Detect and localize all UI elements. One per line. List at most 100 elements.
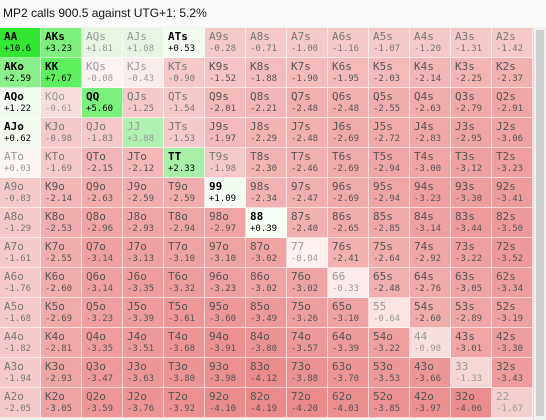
hand-cell[interactable]: A8s -0.71: [246, 28, 287, 58]
hand-cell[interactable]: A2o -2.05: [0, 388, 41, 418]
hand-cell[interactable]: QJo -1.83: [82, 118, 123, 148]
hand-cell[interactable]: 76o -3.02: [287, 268, 328, 298]
hand-cell[interactable]: K6s -1.95: [328, 58, 369, 88]
hand-cell[interactable]: K8s -1.88: [246, 58, 287, 88]
hand-cell[interactable]: K9s -1.52: [205, 58, 246, 88]
hand-cell[interactable]: J7o -3.13: [123, 238, 164, 268]
hand-cell[interactable]: T4s -3.00: [410, 148, 451, 178]
hand-cell[interactable]: 98s -2.34: [246, 178, 287, 208]
hand-cell[interactable]: 97o -3.10: [205, 238, 246, 268]
hand-cell[interactable]: JTo -2.12: [123, 148, 164, 178]
hand-cell[interactable]: 44 -0.98: [410, 328, 451, 358]
hand-cell[interactable]: K7o -2.55: [41, 238, 82, 268]
hand-cell[interactable]: KJs -0.43: [123, 58, 164, 88]
hand-cell[interactable]: 66 -0.33: [328, 268, 369, 298]
hand-cell[interactable]: 83o -4.12: [246, 358, 287, 388]
hand-cell[interactable]: QTs -1.54: [164, 88, 205, 118]
hand-cell[interactable]: T6s -2.69: [328, 148, 369, 178]
hand-cell[interactable]: 72s -3.52: [492, 238, 533, 268]
hand-cell[interactable]: 75s -2.64: [369, 238, 410, 268]
hand-cell[interactable]: T9o -2.59: [164, 178, 205, 208]
hand-cell[interactable]: J2s -3.06: [492, 118, 533, 148]
vertical-scrollbar[interactable]: [533, 28, 546, 420]
hand-cell[interactable]: A3o -1.94: [0, 358, 41, 388]
hand-cell[interactable]: Q2o -3.59: [82, 388, 123, 418]
hand-cell[interactable]: Q9s -2.01: [205, 88, 246, 118]
hand-cell[interactable]: J4s -2.83: [410, 118, 451, 148]
hand-cell[interactable]: 73o -3.88: [287, 358, 328, 388]
hand-cell[interactable]: K5s -2.03: [369, 58, 410, 88]
hand-cell[interactable]: T2s -3.23: [492, 148, 533, 178]
hand-cell[interactable]: 83s -3.44: [451, 208, 492, 238]
hand-cell[interactable]: 53s -2.89: [451, 298, 492, 328]
hand-cell[interactable]: Q3o -3.47: [82, 358, 123, 388]
hand-cell[interactable]: T7s -2.46: [287, 148, 328, 178]
hand-cell[interactable]: 75o -3.26: [287, 298, 328, 328]
hand-cell[interactable]: TT +2.33: [164, 148, 205, 178]
hand-cell[interactable]: J3o -3.63: [123, 358, 164, 388]
hand-cell[interactable]: 82s -3.50: [492, 208, 533, 238]
hand-cell[interactable]: K6o -2.60: [41, 268, 82, 298]
hand-cell[interactable]: K9o -2.14: [41, 178, 82, 208]
hand-cell[interactable]: A7s -1.00: [287, 28, 328, 58]
hand-cell[interactable]: 42o -3.97: [410, 388, 451, 418]
hand-cell[interactable]: 65o -3.10: [328, 298, 369, 328]
hand-cell[interactable]: 74s -2.92: [410, 238, 451, 268]
hand-cell[interactable]: 94o -3.91: [205, 328, 246, 358]
hand-cell[interactable]: 85s -2.85: [369, 208, 410, 238]
hand-cell[interactable]: K2s -2.37: [492, 58, 533, 88]
hand-cell[interactable]: KQs -0.08: [82, 58, 123, 88]
hand-cell[interactable]: 96s -2.69: [328, 178, 369, 208]
hand-cell[interactable]: 86s -2.65: [328, 208, 369, 238]
hand-cell[interactable]: AKs +3.23: [41, 28, 82, 58]
hand-cell[interactable]: 95o -3.60: [205, 298, 246, 328]
hand-cell[interactable]: T8s -2.30: [246, 148, 287, 178]
hand-cell[interactable]: T6o -3.32: [164, 268, 205, 298]
hand-cell[interactable]: 55 -0.64: [369, 298, 410, 328]
hand-cell[interactable]: 52o -3.85: [369, 388, 410, 418]
hand-cell[interactable]: Q4o -3.35: [82, 328, 123, 358]
hand-cell[interactable]: KQo -0.61: [41, 88, 82, 118]
hand-cell[interactable]: T9s -1.98: [205, 148, 246, 178]
hand-cell[interactable]: 64s -2.76: [410, 268, 451, 298]
hand-cell[interactable]: 72o -4.20: [287, 388, 328, 418]
hand-cell[interactable]: A5o -1.68: [0, 298, 41, 328]
hand-cell[interactable]: 82o -4.19: [246, 388, 287, 418]
hand-cell[interactable]: Q5o -3.23: [82, 298, 123, 328]
hand-cell[interactable]: 93o -3.98: [205, 358, 246, 388]
hand-cell[interactable]: J6o -3.35: [123, 268, 164, 298]
hand-cell[interactable]: 93s -3.30: [451, 178, 492, 208]
hand-cell[interactable]: 73s -3.22: [451, 238, 492, 268]
hand-cell[interactable]: 92o -4.10: [205, 388, 246, 418]
hand-cell[interactable]: J8o -2.93: [123, 208, 164, 238]
hand-cell[interactable]: T4o -3.68: [164, 328, 205, 358]
hand-cell[interactable]: J6s -2.69: [328, 118, 369, 148]
hand-cell[interactable]: T3s -3.12: [451, 148, 492, 178]
hand-cell[interactable]: AA +10.6: [0, 28, 41, 58]
hand-cell[interactable]: A9o -0.83: [0, 178, 41, 208]
hand-cell[interactable]: 88 +0.39: [246, 208, 287, 238]
hand-cell[interactable]: 86o -3.02: [246, 268, 287, 298]
hand-cell[interactable]: Q5s -2.55: [369, 88, 410, 118]
hand-cell[interactable]: 96o -3.23: [205, 268, 246, 298]
hand-cell[interactable]: QTo -2.15: [82, 148, 123, 178]
hand-cell[interactable]: A9s -0.28: [205, 28, 246, 58]
hand-cell[interactable]: A5s -1.07: [369, 28, 410, 58]
hand-cell[interactable]: A6o -1.76: [0, 268, 41, 298]
hand-cell[interactable]: 98o -2.97: [205, 208, 246, 238]
hand-cell[interactable]: K4o -2.81: [41, 328, 82, 358]
hand-cell[interactable]: KJo -0.98: [41, 118, 82, 148]
hand-cell[interactable]: K8o -2.53: [41, 208, 82, 238]
hand-cell[interactable]: K2o -3.05: [41, 388, 82, 418]
hand-cell[interactable]: 77 -0.04: [287, 238, 328, 268]
hand-cell[interactable]: A4s -1.20: [410, 28, 451, 58]
hand-cell[interactable]: Q3s -2.79: [451, 88, 492, 118]
hand-cell[interactable]: 99 +1.09: [205, 178, 246, 208]
hand-cell[interactable]: K4s -2.14: [410, 58, 451, 88]
hand-cell[interactable]: K5o -2.69: [41, 298, 82, 328]
hand-cell[interactable]: KTo -1.69: [41, 148, 82, 178]
hand-cell[interactable]: 95s -2.94: [369, 178, 410, 208]
hand-cell[interactable]: T2o -3.92: [164, 388, 205, 418]
hand-cell[interactable]: 63o -3.70: [328, 358, 369, 388]
hand-cell[interactable]: Q8o -2.96: [82, 208, 123, 238]
